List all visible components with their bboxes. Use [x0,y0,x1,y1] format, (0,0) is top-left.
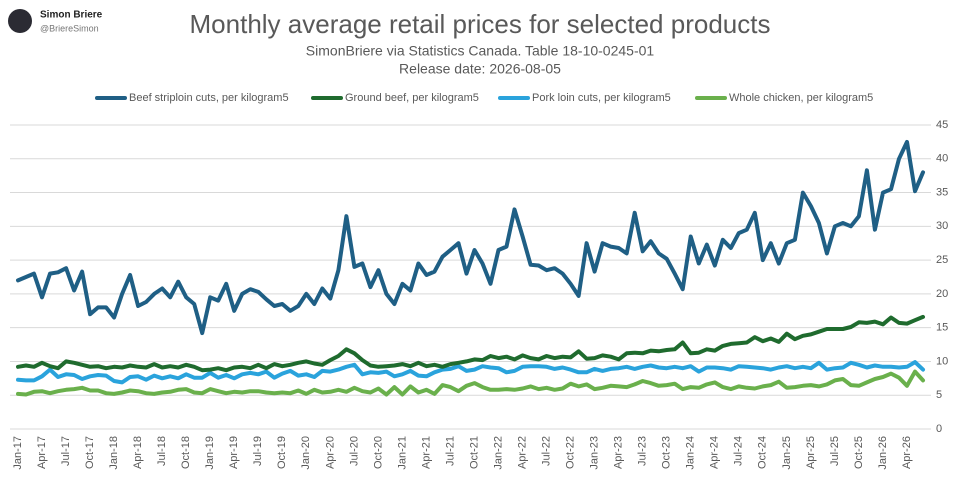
x-tick-label: Jul-23 [637,436,649,466]
x-tick-label: Oct-24 [757,436,769,469]
y-tick-label: 10 [936,355,948,367]
x-tick-label: Jan-22 [492,436,504,470]
x-tick-label: Jul-25 [829,436,841,466]
x-tick-label: Jan-17 [12,436,24,470]
x-tick-label: Apr-17 [36,436,48,469]
x-tick-label: Jan-20 [300,436,312,470]
x-tick-label: Apr-24 [709,436,721,469]
x-tick-label: Oct-21 [468,436,480,469]
x-tick-label: Jul-22 [540,436,552,466]
legend-label: Beef striploin cuts, per kilogram5 [129,92,289,104]
x-tick-label: Oct-19 [276,436,288,469]
x-tick-label: Oct-25 [853,436,865,469]
avatar [8,9,32,33]
legend-label: Ground beef, per kilogram5 [345,92,479,104]
y-tick-label: 0 [936,423,942,435]
user-name: Simon Briere [40,10,103,21]
x-tick-label: Jan-21 [396,436,408,470]
y-tick-label: 35 [936,186,948,198]
x-tick-label: Jul-17 [60,436,72,466]
x-tick-label: Apr-23 [613,436,625,469]
series-line [16,314,925,373]
chart-note: Release date: 2026-08-05 [399,61,561,77]
x-tick-label: Jan-25 [781,436,793,470]
y-tick-label: 5 [936,389,942,401]
chart-title: Monthly average retail prices for select… [190,9,771,39]
y-tick-label: 30 [936,220,948,232]
user-handle: @BriereSimon [40,23,99,33]
x-tick-label: Apr-21 [420,436,432,469]
x-tick-label: Apr-20 [324,436,336,469]
x-tick-label: Oct-18 [180,436,192,469]
y-tick-label: 20 [936,288,948,300]
x-tick-label: Jan-18 [108,436,120,470]
x-tick-label: Oct-17 [84,436,96,469]
x-tick-label: Jul-24 [733,436,745,466]
series-line [16,360,925,385]
x-tick-label: Jan-19 [204,436,216,470]
legend-label: Whole chicken, per kilogram5 [729,92,873,104]
x-tick-label: Oct-20 [372,436,384,469]
chart-subtitle: SimonBriere via Statistics Canada. Table… [306,43,655,59]
y-tick-label: 25 [936,254,948,266]
x-tick-label: Apr-18 [132,436,144,469]
y-tick-label: 15 [936,322,948,334]
x-tick-label: Jan-26 [877,436,889,470]
x-tick-label: Jul-21 [444,436,456,466]
x-tick-label: Jul-20 [348,436,360,466]
x-tick-label: Apr-25 [805,436,817,469]
series-line [16,369,925,397]
x-tick-label: Jan-24 [685,436,697,470]
legend-label: Pork loin cuts, per kilogram5 [532,92,671,104]
x-tick-label: Jan-23 [589,436,601,470]
x-tick-label: Apr-22 [516,436,528,469]
y-tick-label: 40 [936,153,948,165]
x-tick-label: Apr-26 [901,436,913,469]
series-line [16,139,925,336]
x-tick-label: Apr-19 [228,436,240,469]
x-tick-label: Oct-23 [661,436,673,469]
x-tick-label: Jul-19 [252,436,264,466]
y-tick-label: 45 [936,119,948,131]
x-tick-label: Jul-18 [156,436,168,466]
x-tick-label: Oct-22 [565,436,577,469]
